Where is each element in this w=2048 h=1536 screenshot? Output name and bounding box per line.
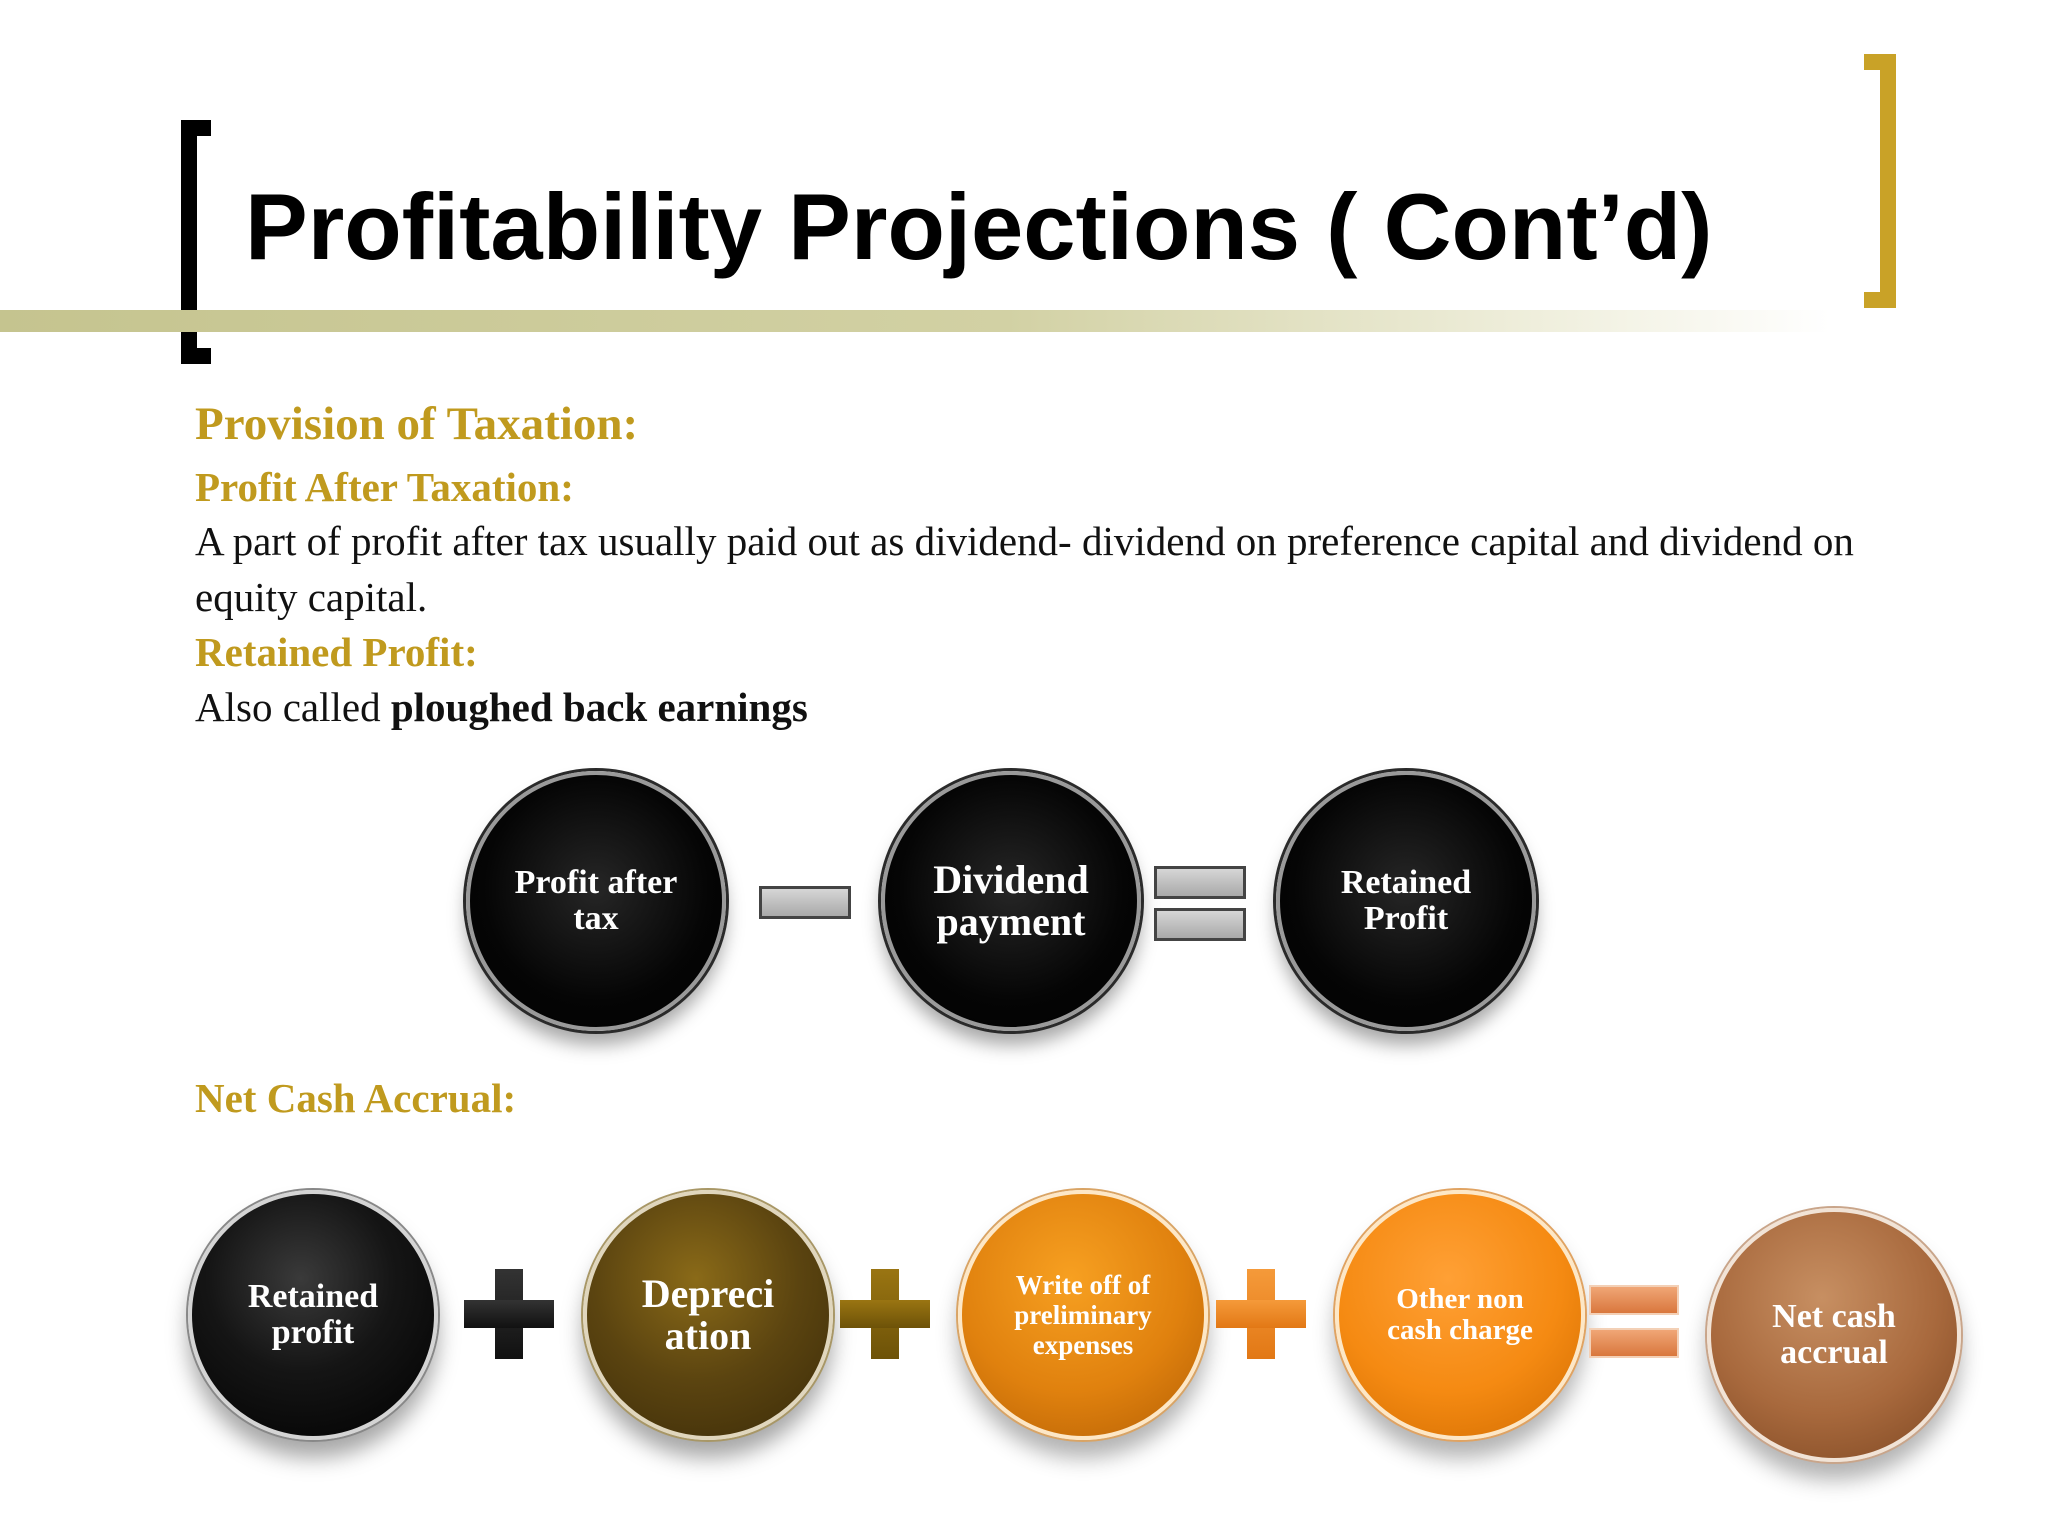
circle-net-cash-accrual: Net cash accrual <box>1707 1208 1961 1462</box>
circle-retained-profit: Retained Profit <box>1276 771 1536 1031</box>
right-bracket-decoration <box>1864 54 1896 308</box>
circle-depreciation: Depreci ation <box>583 1190 833 1440</box>
circle-label: Retained Profit <box>1340 864 1472 937</box>
circle-label: Profit after tax <box>514 864 678 937</box>
circle-retained-profit-2: Retained profit <box>188 1190 438 1440</box>
retained-profit-prefix: Also called <box>195 684 391 730</box>
profit-after-taxation-text: A part of profit after tax usually paid … <box>195 518 1854 620</box>
minus-operator <box>759 886 851 919</box>
circle-profit-after-tax: Profit after tax <box>466 771 726 1031</box>
circle-label: Other non cash charge <box>1387 1283 1533 1346</box>
heading-net-cash-accrual: Net Cash Accrual: <box>195 1075 517 1121</box>
circle-write-off-preliminary-expenses: Write off of preliminary expenses <box>958 1190 1208 1440</box>
circle-label: Retained profit <box>247 1278 379 1351</box>
heading-profit-after-taxation: Profit After Taxation: <box>195 464 574 510</box>
retained-profit-text: Also called ploughed back earnings <box>195 679 1895 735</box>
circle-label: Net cash accrual <box>1772 1298 1896 1371</box>
title-underline-rule <box>0 310 1830 332</box>
circle-label: Write off of preliminary expenses <box>1014 1270 1152 1360</box>
circle-dividend-payment: Dividend payment <box>881 771 1141 1031</box>
equals-operator-2-bottom-bar <box>1589 1328 1679 1358</box>
plus-operator-2 <box>840 1269 930 1359</box>
circle-label: Dividend payment <box>933 857 1089 944</box>
slide-title: Profitability Projections ( Cont’d) <box>245 174 1713 279</box>
ploughed-back-earnings-term: ploughed back earnings <box>390 684 808 730</box>
heading-retained-profit: Retained Profit: <box>195 629 478 675</box>
plus-operator-1 <box>464 1269 554 1359</box>
heading-provision-of-taxation: Provision of Taxation: <box>195 398 639 450</box>
circle-other-non-cash-charge: Other non cash charge <box>1335 1190 1585 1440</box>
equals-operator-2-top-bar <box>1589 1285 1679 1315</box>
equals-operator-top-bar <box>1154 866 1246 899</box>
equals-operator-bottom-bar <box>1154 908 1246 941</box>
plus-operator-3 <box>1216 1269 1306 1359</box>
circle-label: Depreci ation <box>641 1271 775 1358</box>
left-bracket-decoration <box>181 120 211 364</box>
